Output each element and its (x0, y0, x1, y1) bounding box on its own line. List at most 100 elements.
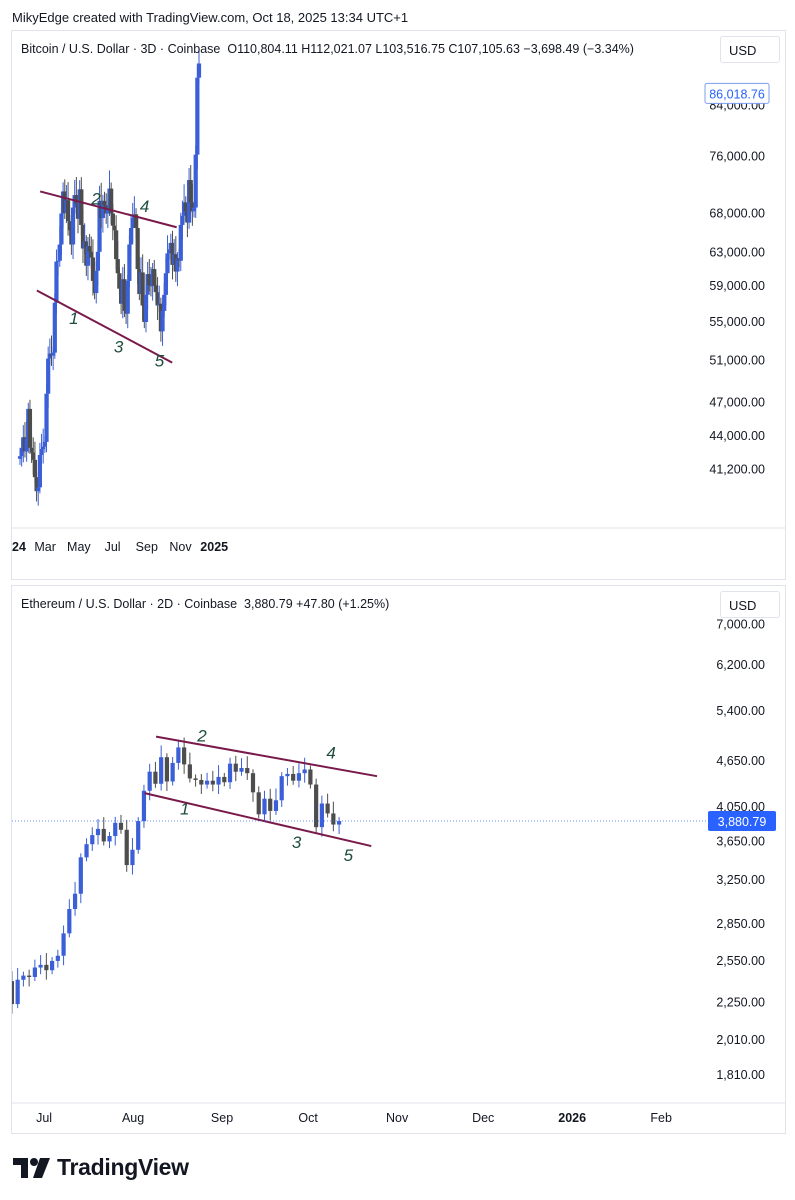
eth-trendline-lower (144, 792, 372, 848)
btc-x-tick: Nov (169, 540, 192, 554)
eth-candle (296, 773, 302, 781)
btc-candle (95, 251, 101, 271)
eth-wave-label-4: 4 (326, 744, 335, 763)
eth-candle (302, 769, 307, 774)
eth-y-tick: 4,650.00 (716, 754, 765, 768)
eth-candle (216, 776, 221, 785)
btc-wave-label-2: 2 (90, 190, 101, 209)
btc-y-tick: 51,000.00 (709, 354, 765, 368)
btc-y-tick: 55,000.00 (709, 315, 765, 329)
eth-x-tick: Jul (36, 1111, 52, 1125)
tradingview-brand[interactable]: TradingView (13, 1152, 189, 1182)
btc-y-tick: 59,000.00 (709, 279, 765, 293)
eth-candle (159, 757, 164, 784)
btc-price-tag-text: 86,018.76 (709, 87, 765, 101)
btc-candle (89, 251, 94, 258)
btc-candle (127, 244, 132, 281)
btc-currency-button[interactable]: USD (720, 36, 780, 63)
eth-wave-label-5: 5 (344, 846, 354, 865)
btc-candle (41, 446, 46, 449)
eth-chart-panel[interactable]: 1 2 3 4 5 7,000.00 6,200.00 5,400.00 4,650.00 4,0… (11, 585, 786, 1134)
btc-candle (130, 218, 135, 229)
btc-candle (165, 253, 170, 274)
btc-candle (87, 246, 92, 252)
tradingview-logo-icon (13, 1158, 50, 1178)
eth-candle (84, 844, 89, 858)
eth-candle (170, 762, 175, 782)
eth-x-tick: Oct (298, 1111, 318, 1125)
eth-candle (15, 979, 20, 1005)
eth-candle (308, 769, 313, 785)
btc-candle (47, 353, 52, 359)
eth-candle (239, 768, 244, 772)
eth-currency-button[interactable]: USD (720, 591, 780, 618)
eth-chart-svg[interactable]: 1 2 3 4 5 7,000.00 6,200.00 5,400.00 4,650.00 4,0… (12, 586, 785, 1133)
eth-candle (222, 776, 227, 783)
btc-chart-panel[interactable]: 1 2 3 4 5 84,000.00 76,000.00 68,000.00 63,000.0… (11, 30, 786, 580)
btc-symbol: Bitcoin / U.S. Dollar · 3D · Coinbase (21, 42, 221, 56)
btc-x-tick: Jul (105, 540, 121, 554)
eth-candle (27, 975, 32, 977)
eth-y-tick: 2,250.00 (716, 996, 765, 1010)
btc-wave-label-5: 5 (155, 352, 165, 371)
btc-y-tick: 41,200.00 (709, 463, 765, 477)
eth-candle (210, 780, 215, 785)
btc-candle (51, 352, 56, 356)
eth-ohlc: 3,880.79 +47.80 (+1.25%) (244, 597, 390, 611)
btc-candle (125, 280, 130, 314)
eth-candle (38, 964, 43, 968)
btc-x-tick: 2024 (12, 540, 26, 554)
btc-candle (46, 358, 51, 394)
btc-legend: Bitcoin / U.S. Dollar · 3D · Coinbase O1… (21, 42, 634, 56)
btc-candle (114, 230, 119, 260)
btc-candle (74, 195, 79, 204)
eth-candle (199, 779, 204, 785)
eth-candle (187, 764, 192, 779)
btc-candle (56, 260, 61, 262)
btc-candle (90, 257, 96, 281)
eth-candle (250, 773, 256, 793)
eth-candle (268, 798, 273, 811)
btc-price-tag (704, 82, 770, 104)
btc-candle (188, 180, 193, 203)
eth-candle (285, 773, 290, 777)
eth-x-tick: Feb (650, 1111, 672, 1125)
btc-candle (105, 209, 110, 214)
btc-candle (193, 154, 198, 208)
btc-candle (175, 258, 180, 272)
btc-candle (70, 207, 76, 245)
eth-candle (164, 757, 169, 782)
btc-candle (100, 200, 105, 219)
btc-candle (42, 441, 47, 447)
eth-candle (113, 822, 118, 837)
btc-chart-svg[interactable]: 1234584,000.0076,000.0068,000.0063,000.0… (12, 31, 785, 579)
btc-candle (44, 393, 49, 442)
eth-candle (153, 771, 158, 784)
eth-candle (72, 893, 78, 910)
eth-candle (337, 821, 342, 825)
btc-wave-label-4: 4 (140, 197, 149, 216)
btc-ohlc: O110,804.11 H112,021.07 L103,516.75 C107… (227, 42, 634, 56)
eth-candle (182, 747, 187, 765)
btc-candle (183, 202, 188, 212)
eth-y-tick: 2,010.00 (716, 1033, 765, 1047)
eth-candle (55, 955, 60, 961)
btc-candle (190, 202, 195, 212)
btc-wave-label-1: 1 (69, 309, 78, 328)
eth-y-tick: 7,000.00 (716, 618, 765, 632)
eth-price-tag (708, 811, 776, 832)
eth-candle (314, 784, 319, 828)
eth-y-tick: 1,810.00 (716, 1068, 765, 1082)
eth-x-tick: Sep (211, 1111, 233, 1125)
btc-candle (128, 228, 134, 245)
btc-candle (195, 77, 200, 155)
btc-candle (36, 487, 41, 492)
btc-candles (17, 48, 202, 506)
btc-candle (32, 459, 38, 478)
btc-candle (79, 189, 84, 225)
btc-candle (160, 310, 165, 332)
eth-wave-label-2: 2 (196, 726, 207, 745)
eth-candle (176, 747, 181, 763)
eth-candle (95, 828, 101, 836)
eth-candle (12, 981, 15, 1005)
